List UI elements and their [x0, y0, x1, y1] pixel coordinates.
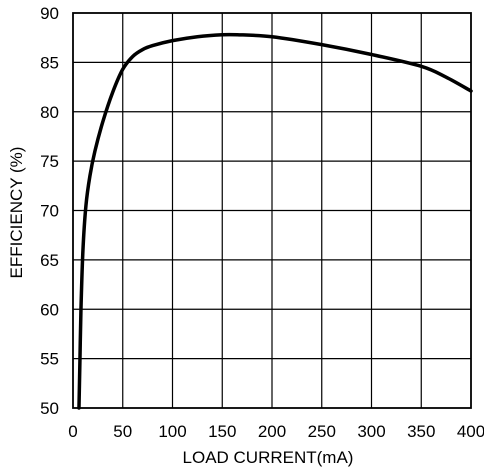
plot-frame [72, 12, 472, 409]
y-tick-label: 85 [40, 53, 59, 72]
y-tick-label: 90 [40, 4, 59, 23]
y-tick-label: 60 [40, 300, 59, 319]
x-tick-label: 100 [158, 422, 186, 441]
y-axis-title: EFFICIENCY (%) [7, 147, 26, 279]
series-line [77, 32, 473, 410]
y-tick-label: 55 [40, 350, 59, 369]
x-tick-label: 200 [258, 422, 286, 441]
x-tick-label: 50 [113, 422, 132, 441]
x-tick-labels: 0 50 100 150 200 250 300 350 400 [68, 422, 484, 441]
grid [73, 13, 471, 408]
x-tick-label: 250 [308, 422, 336, 441]
y-tick-label: 80 [40, 103, 59, 122]
y-tick-labels: 50 55 60 65 70 75 80 85 90 [40, 4, 59, 418]
x-tick-label: 350 [407, 422, 435, 441]
x-tick-label: 150 [208, 422, 236, 441]
y-tick-label: 50 [40, 399, 59, 418]
x-axis-title: LOAD CURRENT(mA) [183, 448, 354, 467]
x-tick-label: 0 [68, 422, 77, 441]
x-tick-label: 400 [457, 422, 484, 441]
x-tick-label: 300 [357, 422, 385, 441]
y-tick-label: 65 [40, 251, 59, 270]
y-tick-label: 70 [40, 202, 59, 221]
y-tick-label: 75 [40, 152, 59, 171]
